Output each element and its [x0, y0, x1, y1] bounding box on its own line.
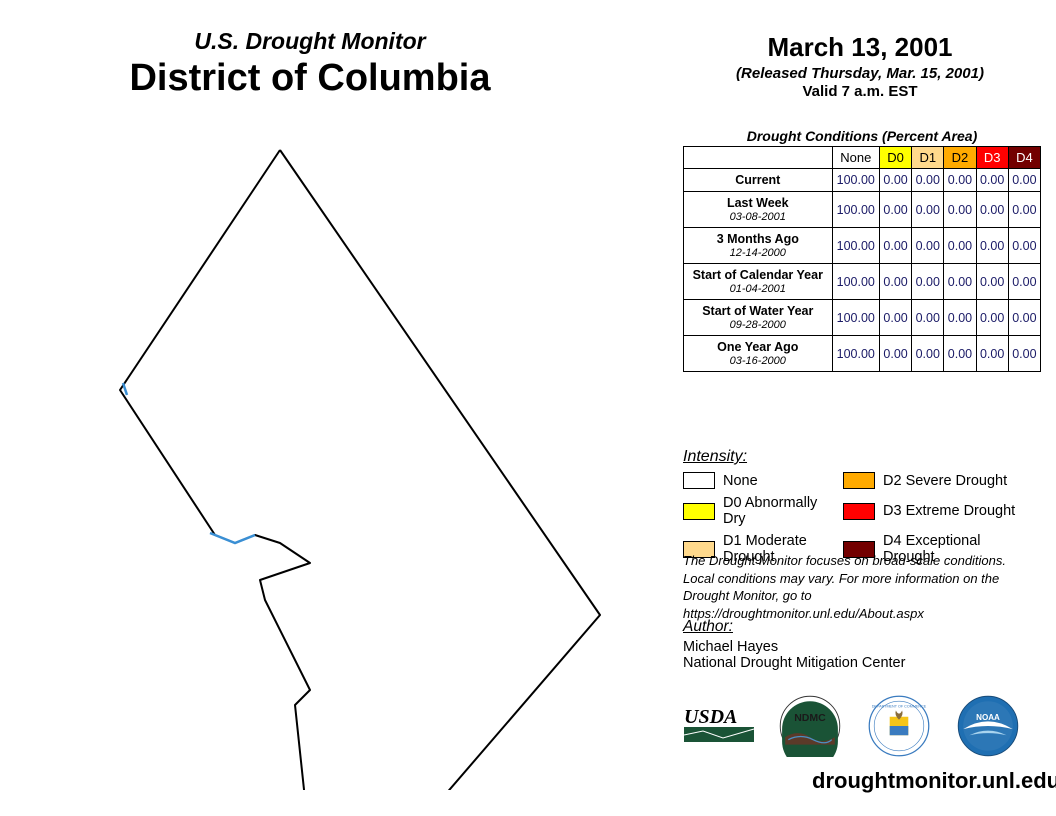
- cell-startcal-d2: 0.00: [944, 264, 976, 300]
- drought-conditions-table-block: Drought Conditions (Percent Area) None D…: [683, 128, 1041, 372]
- cell-3mo-none: 100.00: [832, 228, 879, 264]
- d3-swatch-icon: [843, 503, 875, 520]
- row-label-current: Current: [684, 169, 833, 192]
- cell-lastweek-d3: 0.00: [976, 192, 1008, 228]
- table-header-row: None D0 D1 D2 D3 D4: [684, 147, 1041, 169]
- cell-startwater-d0: 0.00: [880, 300, 912, 336]
- cell-oneyear-d1: 0.00: [912, 336, 944, 372]
- table-row-startcalyear: Start of Calendar Year 01-04-2001 100.00…: [684, 264, 1041, 300]
- col-header-d0: D0: [880, 147, 912, 169]
- row-label-startcalyear: Start of Calendar Year 01-04-2001: [684, 264, 833, 300]
- intensity-legend-block: Intensity: None D2 Severe Drought D0 Abn…: [683, 448, 1043, 565]
- table-row-current: Current 100.00 0.00 0.00 0.00 0.00 0.00: [684, 169, 1041, 192]
- cell-current-d2: 0.00: [944, 169, 976, 192]
- date-block: March 13, 2001 (Released Thursday, Mar. …: [665, 32, 1055, 100]
- table-row-lastweek: Last Week 03-08-2001 100.00 0.00 0.00 0.…: [684, 192, 1041, 228]
- cell-oneyear-d2: 0.00: [944, 336, 976, 372]
- legend-item-none: None: [683, 472, 823, 489]
- cell-current-d1: 0.00: [912, 169, 944, 192]
- col-header-d1: D1: [912, 147, 944, 169]
- author-block: Author: Michael Hayes National Drought M…: [683, 618, 1043, 671]
- col-header-d4: D4: [1008, 147, 1040, 169]
- cell-3mo-d2: 0.00: [944, 228, 976, 264]
- d0-swatch-icon: [683, 503, 715, 520]
- none-swatch-icon: [683, 472, 715, 489]
- cell-startcal-d3: 0.00: [976, 264, 1008, 300]
- dc-boundary: [120, 150, 600, 790]
- col-header-d2: D2: [944, 147, 976, 169]
- doc-seal-logo-icon: DEPARTMENT OF COMMERCE: [861, 695, 936, 757]
- cell-3mo-d4: 0.00: [1008, 228, 1040, 264]
- cell-current-none: 100.00: [832, 169, 879, 192]
- disclaimer-text-block: The Drought Monitor focuses on broad-sca…: [683, 552, 1048, 622]
- intensity-title: Intensity:: [683, 448, 1043, 466]
- header-title: District of Columbia: [0, 57, 620, 100]
- svg-text:NOAA: NOAA: [976, 713, 1000, 722]
- header-title-block: U.S. Drought Monitor District of Columbi…: [0, 28, 620, 100]
- cell-lastweek-d1: 0.00: [912, 192, 944, 228]
- cell-startwater-none: 100.00: [832, 300, 879, 336]
- agency-logos-block: USDA NDMC DEPARTMENT OF COMMERCE: [683, 695, 1048, 757]
- cell-3mo-d3: 0.00: [976, 228, 1008, 264]
- cell-startwater-d2: 0.00: [944, 300, 976, 336]
- legend-item-d0: D0 Abnormally Dry: [683, 495, 823, 527]
- cell-lastweek-d2: 0.00: [944, 192, 976, 228]
- potomac-river-line: [210, 533, 255, 543]
- cell-oneyear-d4: 0.00: [1008, 336, 1040, 372]
- legend-item-d2: D2 Severe Drought: [843, 472, 1023, 489]
- cell-current-d3: 0.00: [976, 169, 1008, 192]
- row-label-oneyearago: One Year Ago 03-16-2000: [684, 336, 833, 372]
- cell-oneyear-none: 100.00: [832, 336, 879, 372]
- d2-swatch-icon: [843, 472, 875, 489]
- noaa-logo-icon: NOAA: [950, 695, 1025, 757]
- cell-oneyear-d0: 0.00: [880, 336, 912, 372]
- main-date: March 13, 2001: [665, 32, 1055, 63]
- cell-startcal-d1: 0.00: [912, 264, 944, 300]
- cell-startcal-d0: 0.00: [880, 264, 912, 300]
- table-caption: Drought Conditions (Percent Area): [683, 128, 1041, 144]
- table-row-oneyearago: One Year Ago 03-16-2000 100.00 0.00 0.00…: [684, 336, 1041, 372]
- cell-startcal-d4: 0.00: [1008, 264, 1040, 300]
- legend-item-d3: D3 Extreme Drought: [843, 495, 1023, 527]
- cell-3mo-d1: 0.00: [912, 228, 944, 264]
- col-header-d3: D3: [976, 147, 1008, 169]
- cell-lastweek-d0: 0.00: [880, 192, 912, 228]
- cell-startwater-d3: 0.00: [976, 300, 1008, 336]
- dc-map: [20, 140, 640, 790]
- ndmc-logo-icon: NDMC: [772, 695, 847, 757]
- author-org: National Drought Mitigation Center: [683, 655, 1043, 671]
- row-label-lastweek: Last Week 03-08-2001: [684, 192, 833, 228]
- drought-conditions-table: None D0 D1 D2 D3 D4 Current 100.00 0.00 …: [683, 146, 1041, 372]
- author-name: Michael Hayes: [683, 639, 1043, 655]
- cell-current-d0: 0.00: [880, 169, 912, 192]
- row-label-startwateryear: Start of Water Year 09-28-2000: [684, 300, 833, 336]
- svg-text:USDA: USDA: [684, 706, 737, 728]
- usda-logo-icon: USDA: [683, 695, 758, 757]
- cell-startcal-none: 100.00: [832, 264, 879, 300]
- rock-creek-marker: [123, 383, 127, 395]
- svg-text:NDMC: NDMC: [794, 712, 826, 724]
- cell-startwater-d4: 0.00: [1008, 300, 1040, 336]
- col-header-none: None: [832, 147, 879, 169]
- col-header-blank: [684, 147, 833, 169]
- table-row-startwateryear: Start of Water Year 09-28-2000 100.00 0.…: [684, 300, 1041, 336]
- author-title: Author:: [683, 618, 1043, 636]
- table-row-3monthsago: 3 Months Ago 12-14-2000 100.00 0.00 0.00…: [684, 228, 1041, 264]
- cell-oneyear-d3: 0.00: [976, 336, 1008, 372]
- header-subtitle: U.S. Drought Monitor: [0, 28, 620, 55]
- cell-startwater-d1: 0.00: [912, 300, 944, 336]
- cell-current-d4: 0.00: [1008, 169, 1040, 192]
- released-date: (Released Thursday, Mar. 15, 2001): [665, 65, 1055, 82]
- footer-site-url: droughtmonitor.unl.edu: [812, 768, 1056, 794]
- valid-time: Valid 7 a.m. EST: [665, 83, 1055, 100]
- cell-lastweek-d4: 0.00: [1008, 192, 1040, 228]
- row-label-3monthsago: 3 Months Ago 12-14-2000: [684, 228, 833, 264]
- cell-lastweek-none: 100.00: [832, 192, 879, 228]
- svg-text:DEPARTMENT OF COMMERCE: DEPARTMENT OF COMMERCE: [871, 704, 926, 708]
- cell-3mo-d0: 0.00: [880, 228, 912, 264]
